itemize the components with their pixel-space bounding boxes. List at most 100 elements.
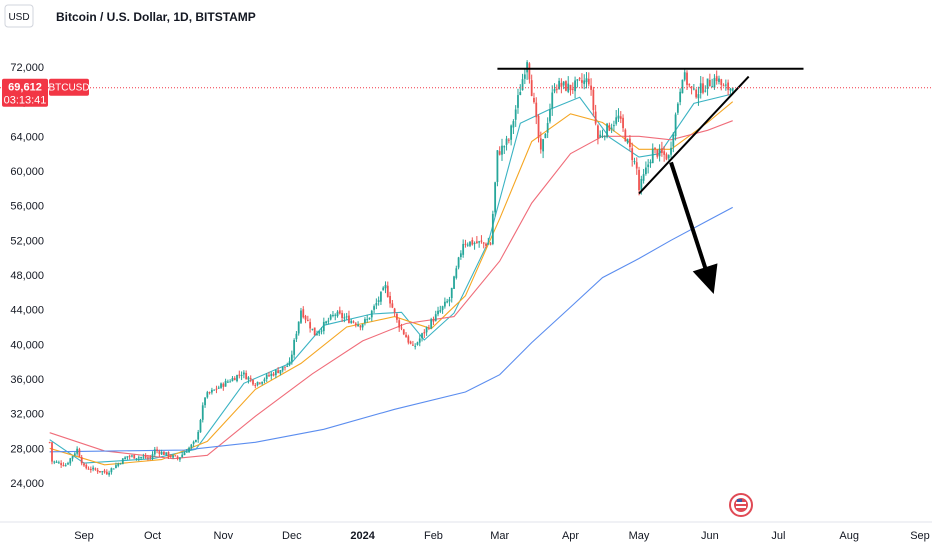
candle-body xyxy=(242,372,245,375)
candle-body xyxy=(288,361,291,366)
candle-body xyxy=(169,456,172,458)
candle-body xyxy=(528,63,531,80)
candle-body xyxy=(384,284,387,289)
x-tick-label: Apr xyxy=(562,530,579,542)
candle-body xyxy=(480,240,483,242)
candle-body xyxy=(448,299,451,302)
candle-body xyxy=(396,313,398,320)
candle-body xyxy=(423,332,426,334)
candle-body xyxy=(633,161,636,163)
candle-body xyxy=(359,325,362,328)
candle-body xyxy=(55,461,58,463)
candle-body xyxy=(217,387,220,389)
candle-body xyxy=(48,442,51,444)
candle-body xyxy=(491,213,494,244)
candle-body xyxy=(667,155,670,159)
currency-badge-box[interactable] xyxy=(4,4,34,28)
candle-body xyxy=(316,333,318,336)
x-tick-label: Dec xyxy=(282,530,302,542)
candle-body xyxy=(313,327,316,336)
candle-body xyxy=(332,314,334,316)
candle-body xyxy=(427,327,430,329)
candle-body xyxy=(466,244,469,246)
candle-body xyxy=(210,389,213,393)
candle-body xyxy=(683,72,686,80)
candle-body xyxy=(121,458,124,465)
y-tick-label: 40,000 xyxy=(10,339,44,351)
candle-body xyxy=(197,431,200,440)
flag-circle-logo-icon[interactable] xyxy=(729,493,753,517)
candle-body xyxy=(718,78,720,82)
candle-body xyxy=(270,373,273,377)
candle-body xyxy=(338,310,341,314)
candle-body xyxy=(644,167,647,175)
candle-body xyxy=(293,339,296,355)
candle-body xyxy=(510,125,513,140)
x-tick-label: Oct xyxy=(144,530,161,542)
candle-body xyxy=(252,379,254,385)
price-tag: 69,612 03:13:41 BTCUSD xyxy=(2,78,90,107)
candle-body xyxy=(131,455,133,457)
candle-body xyxy=(546,123,549,133)
candle-body xyxy=(163,451,165,455)
candle-body xyxy=(606,123,608,138)
y-tick-label: 52,000 xyxy=(10,235,44,247)
price-tag-countdown: 03:13:41 xyxy=(4,95,47,107)
candle-body xyxy=(615,117,618,124)
candle-body xyxy=(544,133,547,139)
candle-body xyxy=(108,472,111,475)
candle-body xyxy=(471,239,474,245)
candle-body xyxy=(124,457,126,460)
candle-body xyxy=(327,320,330,322)
candle-body xyxy=(626,139,629,143)
candle-body xyxy=(380,291,382,302)
candle-body xyxy=(183,452,186,456)
header: USD Bitcoin / U.S. Dollar, 1D, BITSTAMP xyxy=(4,4,256,28)
candle-body xyxy=(329,315,332,320)
candle-body xyxy=(99,471,101,473)
candle-body xyxy=(533,97,535,103)
currency-badge[interactable]: USD xyxy=(8,12,29,23)
candle-body xyxy=(610,127,613,130)
candle-body xyxy=(334,314,337,316)
candle-body xyxy=(695,89,698,98)
candle-body xyxy=(147,457,149,459)
symbol-tag-box xyxy=(49,78,89,96)
candle-body xyxy=(263,379,266,382)
candle-body xyxy=(215,388,218,390)
candle-body xyxy=(519,91,522,96)
candle-body xyxy=(297,321,300,334)
price-axis[interactable]: 24,000 28,000 32,000 36,000 40,000 44,000 48,0… xyxy=(10,62,44,490)
x-tick-label: Aug xyxy=(839,530,859,542)
candle-body xyxy=(85,464,88,469)
candle-body xyxy=(629,138,631,147)
candle-body xyxy=(201,405,204,420)
candle-body xyxy=(660,148,663,153)
candle-body xyxy=(441,306,444,310)
x-tick-label: Sep xyxy=(74,530,94,542)
candle-body xyxy=(277,370,280,374)
candle-body xyxy=(553,89,556,92)
candles xyxy=(48,60,734,477)
candle-body xyxy=(151,454,154,459)
candle-body xyxy=(418,338,421,343)
candle-body xyxy=(199,420,202,433)
candle-body xyxy=(507,139,510,141)
candle-body xyxy=(597,125,599,139)
candle-body xyxy=(352,321,355,323)
candle-body xyxy=(672,134,675,147)
candle-body xyxy=(535,102,538,118)
time-axis[interactable]: Sep Oct Nov Dec 2024 Feb Mar Apr May Jun Jul Aug Sep xyxy=(74,530,930,542)
candle-body xyxy=(361,324,364,328)
candle-body xyxy=(364,319,366,323)
candle-body xyxy=(576,79,579,81)
down-arrow-shaft xyxy=(669,161,710,276)
candle-body xyxy=(284,366,286,368)
candle-body xyxy=(425,327,428,333)
candle-body xyxy=(226,381,229,383)
candle-body xyxy=(172,455,174,458)
candle-body xyxy=(414,345,417,347)
candle-body xyxy=(720,79,723,86)
